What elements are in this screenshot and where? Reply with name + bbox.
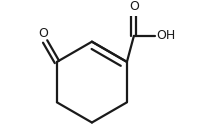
- Text: OH: OH: [156, 29, 175, 42]
- Text: O: O: [129, 0, 139, 13]
- Text: O: O: [38, 27, 48, 40]
